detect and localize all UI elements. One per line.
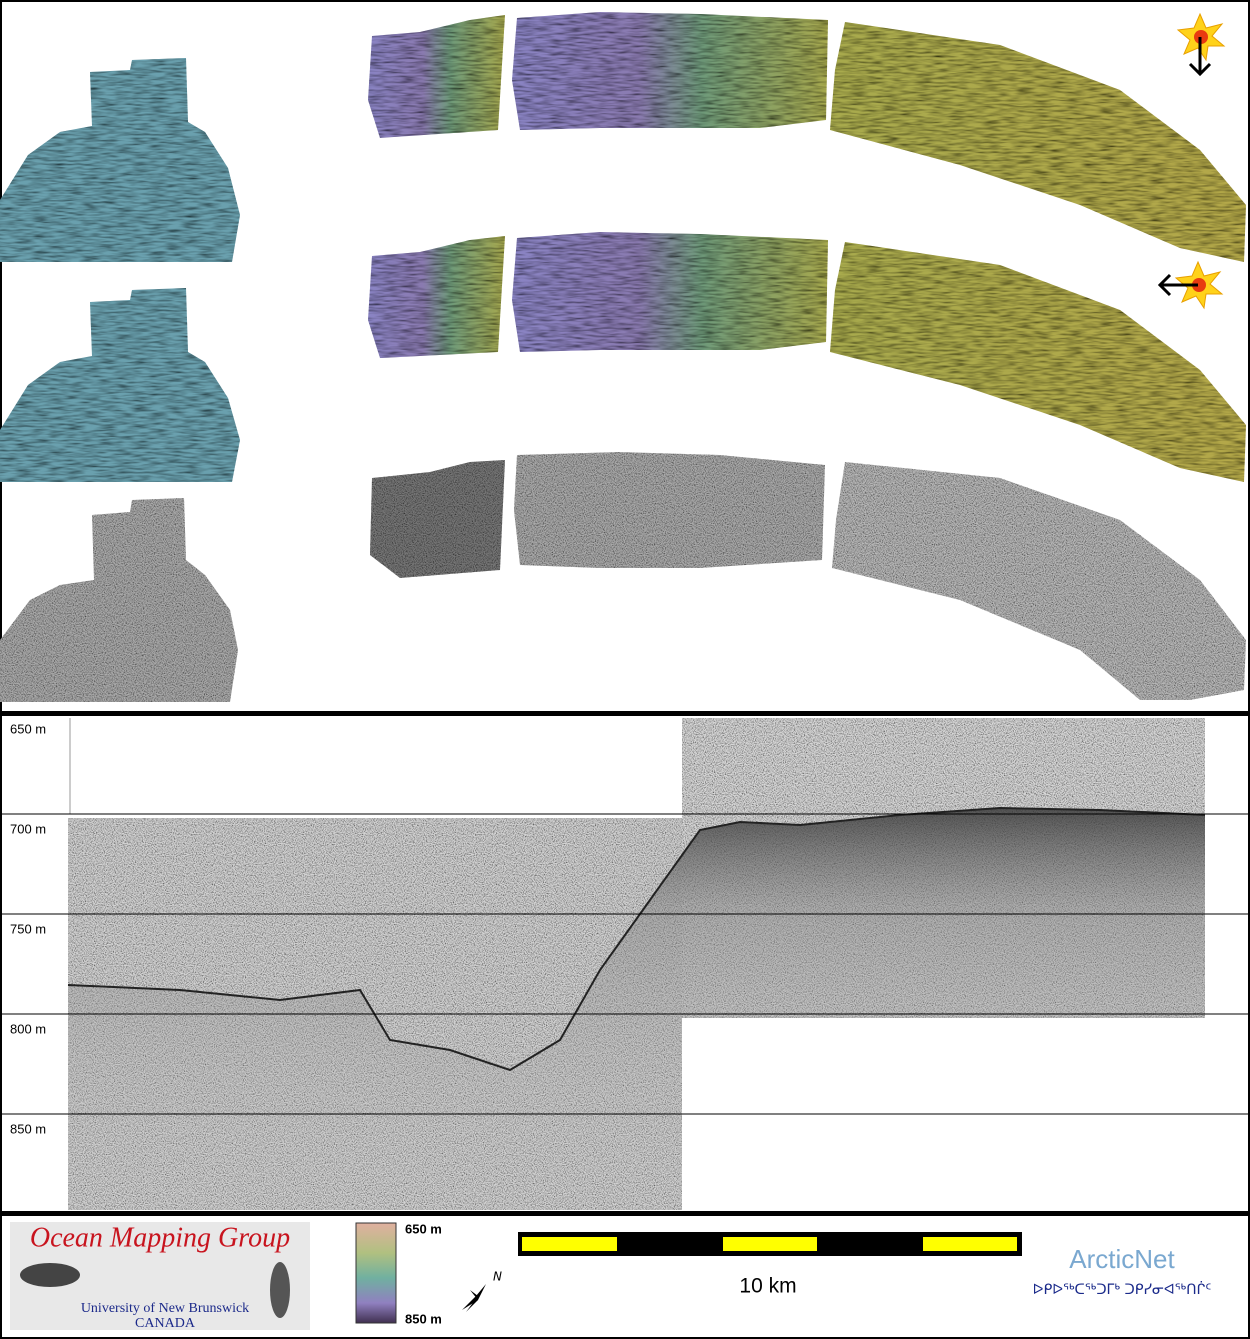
- logo-image: [20, 1263, 80, 1287]
- sediment: [68, 808, 1205, 1210]
- survey-left: [0, 58, 240, 262]
- depth-label: 850 m: [10, 1121, 46, 1136]
- logo-title: Ocean Mapping Group: [30, 1222, 290, 1253]
- survey-left: [0, 498, 238, 702]
- colorbar: [355, 1222, 397, 1324]
- survey-mid-a: [368, 15, 505, 138]
- depth-label: 750 m: [10, 921, 46, 936]
- survey-right: [832, 462, 1246, 700]
- sub-bottom-profile: 650 m 700 m 750 m 800 m 850 m: [0, 718, 1250, 1210]
- north-arrow: N: [462, 1270, 502, 1312]
- survey-right: [830, 242, 1246, 482]
- depth-label: 700 m: [10, 821, 46, 836]
- survey-right: [830, 22, 1246, 262]
- seafloor: [67, 806, 1206, 1072]
- partner-syllabics: ᐅᑭᐅᖅᑕᖅᑐᒥᒃ ᑐᑭᓯᓂᐊᖅᑎᒌᑦ: [1033, 1281, 1212, 1298]
- partner-name: ArcticNet: [1069, 1244, 1175, 1274]
- scale-label: 10 km: [739, 1275, 796, 1298]
- bathymetry-row-1: [0, 12, 1246, 262]
- survey-mid-a: [368, 236, 505, 358]
- illumination-icon: [1157, 260, 1224, 310]
- illumination-icon: [1176, 12, 1226, 77]
- separator: [0, 1211, 1250, 1216]
- omg-logo: Ocean Mapping Group University of New Br…: [10, 1222, 310, 1331]
- survey-mid-b: [512, 12, 828, 130]
- depth-label: 800 m: [10, 1021, 46, 1036]
- survey-left: [0, 288, 240, 482]
- logo-university: University of New Brunswick: [81, 1301, 249, 1316]
- logo-image: [270, 1262, 290, 1318]
- survey-mid-a: [370, 460, 505, 578]
- scale-bar: 10 km: [518, 1232, 1022, 1298]
- survey-mid-b: [512, 232, 828, 352]
- separator: [0, 711, 1250, 716]
- survey-mid-b: [514, 452, 825, 568]
- backscatter-row: [0, 452, 1246, 702]
- bathymetry-row-2: [0, 232, 1246, 482]
- depth-label: 650 m: [10, 721, 46, 736]
- north-label: N: [493, 1270, 502, 1284]
- logo-country: CANADA: [135, 1316, 196, 1331]
- colorbar-bottom-label: 850 m: [405, 1311, 442, 1326]
- colorbar-top-label: 650 m: [405, 1221, 442, 1236]
